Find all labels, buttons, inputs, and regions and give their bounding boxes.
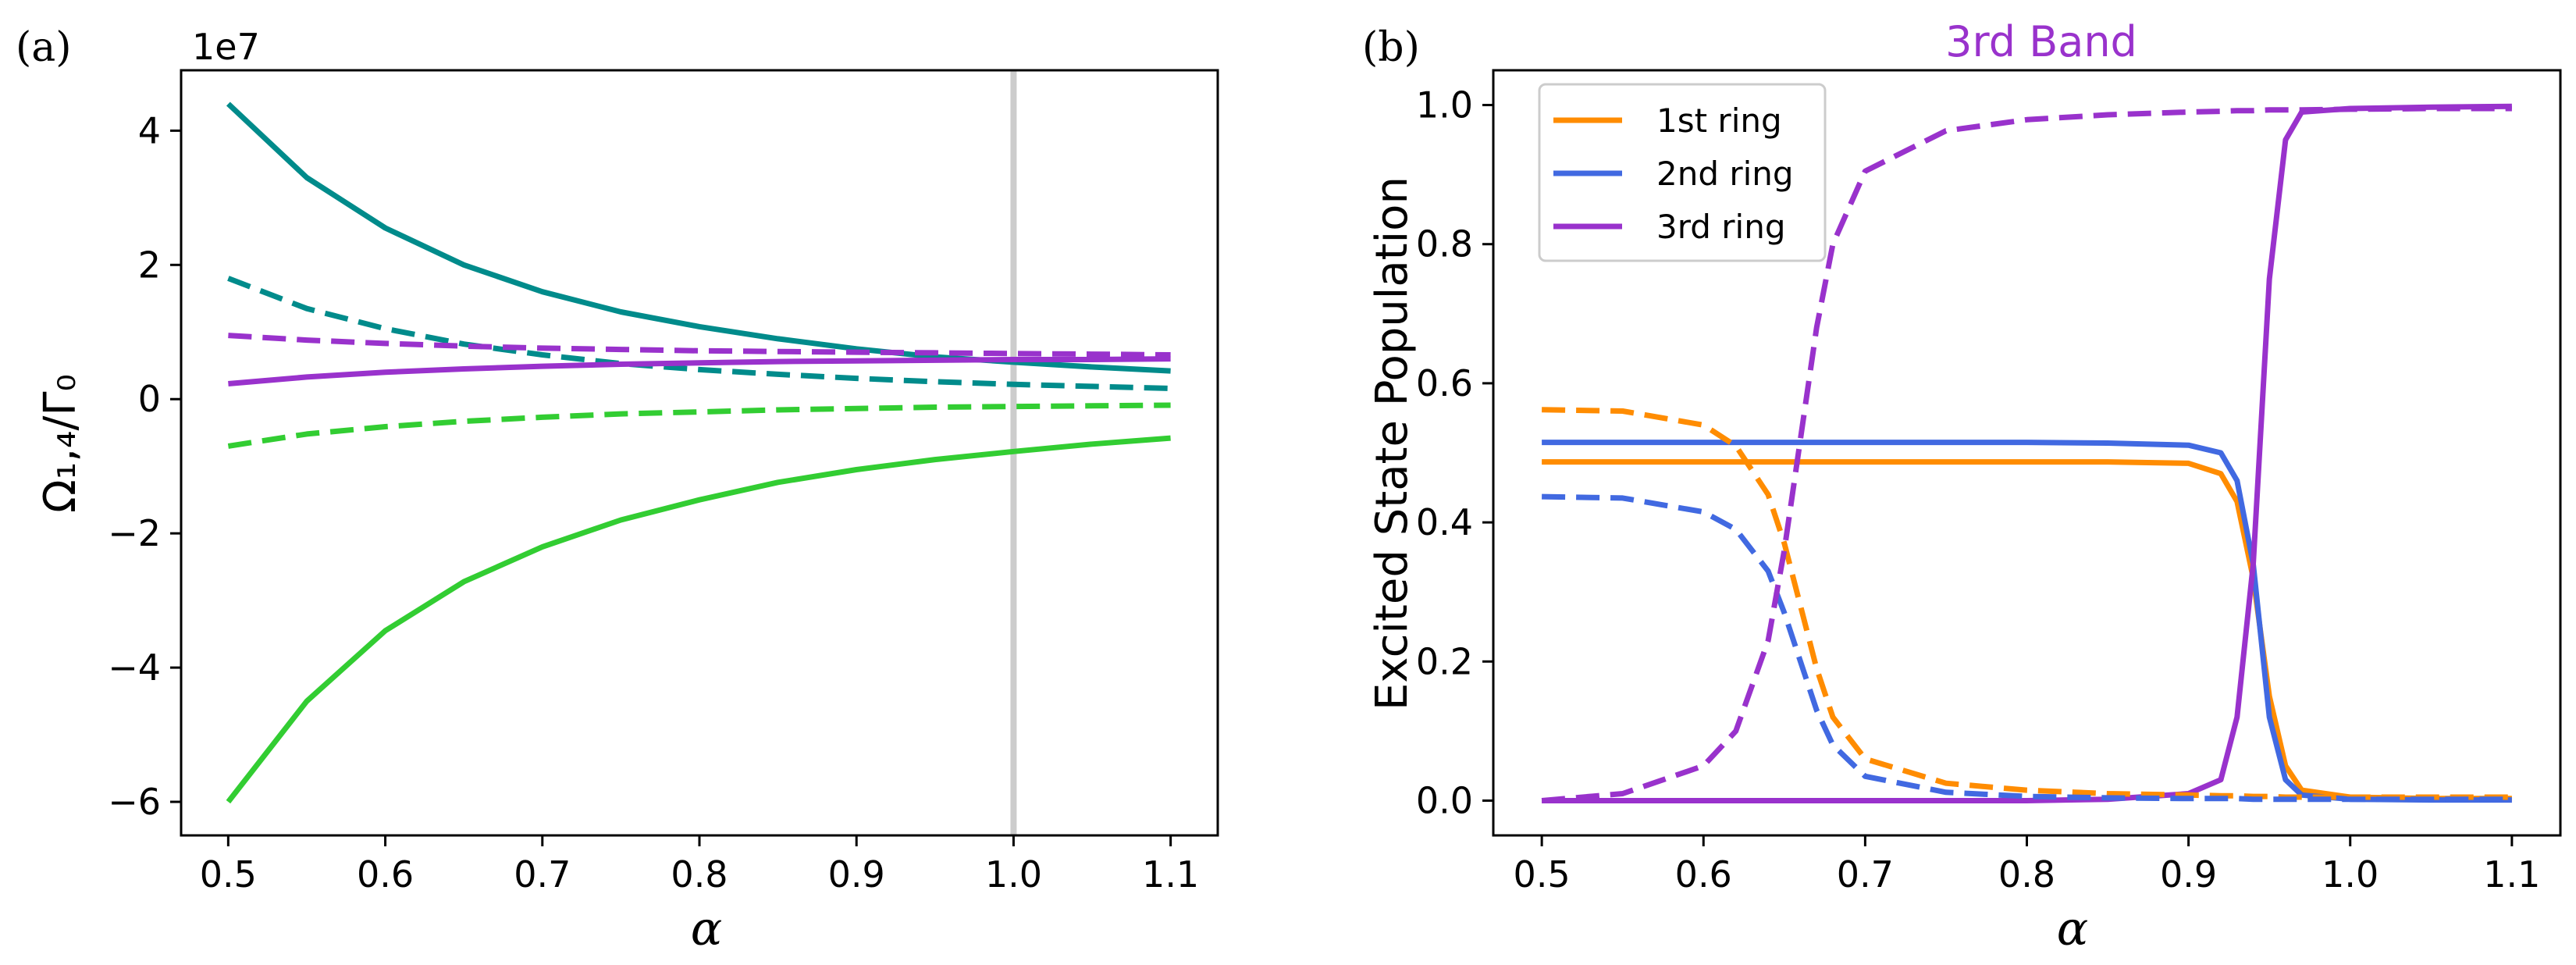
y-tick-label: 0.2: [1416, 640, 1473, 682]
panel-b-title: 3rd Band: [1945, 17, 2137, 66]
series-line-purple-solid: [228, 356, 1171, 386]
x-tick-label: 1.0: [985, 853, 1042, 896]
panel-a: (a) 1e7 0.5 0.6 0.7 0.8 0.9 1.0 1.1 −6 −4 −2 0 2 4 Ω…: [16, 24, 1219, 956]
series-line-2nd-ring-dashed: [1542, 493, 2512, 803]
y-tick-label: 0.6: [1416, 362, 1473, 404]
panel-a-xlabel: α: [691, 902, 723, 956]
y-tick-label: 0.4: [1416, 501, 1473, 543]
x-tick-label: 1.1: [2483, 853, 2540, 896]
panel-a-offset-text: 1e7: [192, 26, 260, 68]
series-line-3rd-ring-solid: [1542, 103, 2512, 803]
panel-b-ylabel: Excited State Population: [1367, 176, 1418, 710]
y-tick-label: 0.0: [1416, 779, 1473, 821]
panel-a-ylabel: Ω₁,₄/Γ₀: [35, 374, 86, 513]
x-tick-label: 0.7: [514, 853, 571, 896]
series-line-green-dashed: [227, 402, 1171, 449]
x-tick-label: 0.6: [1675, 853, 1732, 896]
y-tick-label: −6: [108, 781, 161, 823]
series-line-teal-solid: [226, 101, 1171, 374]
panel-a-plot-area: 0.5 0.6 0.7 0.8 0.9 1.0 1.1 −6 −4 −2 0 2 4: [108, 69, 1219, 896]
x-tick-label: 0.8: [671, 853, 728, 896]
legend-label: 3rd ring: [1656, 208, 1785, 246]
panel-b-legend: 1st ring 2nd ring 3rd ring: [1538, 83, 1827, 262]
x-tick-label: 0.5: [200, 853, 257, 896]
x-tick-label: 0.9: [2160, 853, 2217, 896]
legend-box: [1538, 83, 1827, 262]
legend-label: 1st ring: [1656, 101, 1782, 140]
series-line-1st-ring-solid: [1542, 459, 2512, 802]
series-line-2nd-ring-solid: [1542, 440, 2512, 803]
series-line-3rd-ring-dashed: [1541, 105, 2512, 803]
panel-b-label: (b): [1362, 24, 1420, 71]
panel-b-plot-area: 0.5 0.6 0.7 0.8 0.9 1.0 1.1 0.0 0.2 0.4 0.6 0.8 1.0: [1416, 69, 2562, 896]
panel-a-label: (a): [16, 24, 72, 71]
x-tick-label: 1.1: [1142, 853, 1199, 896]
x-tick-label: 0.7: [1837, 853, 1894, 896]
y-tick-label: −4: [108, 646, 161, 689]
y-tick-label: 2: [138, 244, 161, 286]
y-tick-label: 4: [138, 109, 161, 151]
x-tick-label: 0.9: [828, 853, 885, 896]
y-tick-label: 0: [138, 378, 161, 420]
x-tick-label: 1.0: [2322, 853, 2379, 896]
series-line-green-solid: [226, 435, 1171, 804]
series-line-teal-dashed: [227, 276, 1171, 391]
panel-b-xlabel: α: [2057, 902, 2089, 956]
series-line-1st-ring-dashed: [1542, 407, 2512, 800]
legend-label: 2nd ring: [1656, 155, 1794, 193]
x-tick-label: 0.6: [357, 853, 414, 896]
y-tick-label: 0.8: [1416, 223, 1473, 265]
y-tick-label: 1.0: [1416, 84, 1473, 126]
axes-frame: [180, 69, 1219, 837]
series-line-purple-dashed: [228, 333, 1171, 358]
x-tick-label: 0.8: [1998, 853, 2055, 896]
panel-b: (b) 3rd Band 0.5 0.6 0.7 0.8 0.9 1.0 1.1 0.0 0.2…: [1362, 17, 2562, 956]
y-tick-label: −2: [108, 512, 161, 554]
x-tick-label: 0.5: [1514, 853, 1571, 896]
